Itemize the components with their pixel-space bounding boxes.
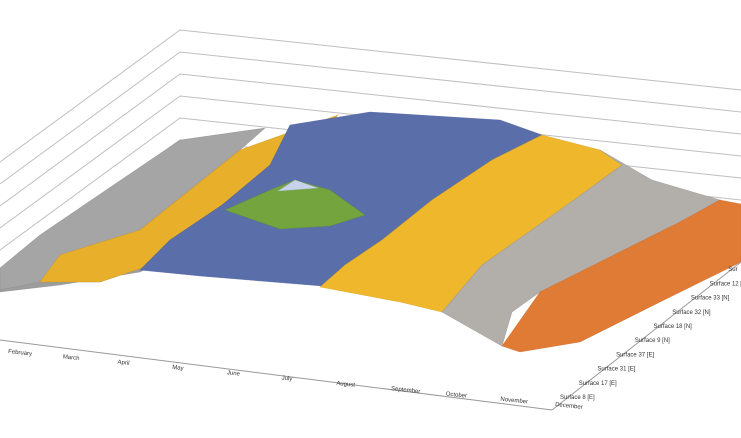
surface-dome (224, 179, 366, 230)
surface-peak (277, 179, 319, 192)
x-tick-label: April (117, 360, 130, 367)
x-tick-label: August (336, 381, 356, 389)
wall-line (0, 73, 741, 207)
series-label: Surface 8 [E] (560, 395, 595, 401)
x-axis (0, 339, 553, 411)
surface (0, 111, 741, 353)
series-label: Surface 17 [E] (579, 381, 617, 387)
depth-axis (551, 261, 741, 411)
x-tick-label: March (62, 354, 79, 362)
x-tick-label: February (8, 349, 33, 357)
series-label: Surface 32 [N] (672, 310, 711, 316)
labels: February March April May June July August Septe… (8, 267, 741, 411)
x-tick-label: September (391, 386, 421, 395)
series-label: Surface 9 [N] (635, 338, 670, 344)
series-label: Surface 31 [E] (597, 367, 635, 373)
x-tick-label: June (227, 370, 241, 377)
series-label: Surface 33 [N] (691, 296, 730, 302)
series-label: Surface 18 [N] (654, 324, 693, 330)
surface-band (501, 199, 741, 353)
x-tick-label: May (172, 365, 184, 372)
wall-line (0, 29, 741, 163)
series-label: Sur (728, 267, 737, 273)
series-label: Surface 12 [N] (710, 281, 741, 287)
x-tick-label: July (281, 376, 292, 383)
series-label: Surface 37 [E] (616, 352, 654, 358)
x-tick-label: November (500, 397, 528, 406)
x-tick-label: October (445, 391, 467, 399)
wall-line (0, 51, 741, 185)
x-tick-label: December (555, 402, 583, 411)
wall-line (0, 95, 741, 229)
